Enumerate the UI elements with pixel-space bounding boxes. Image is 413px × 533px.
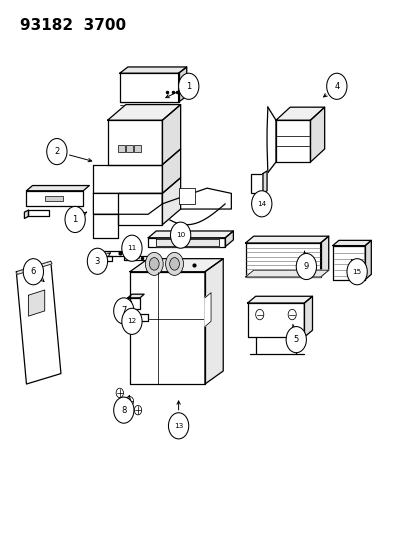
- Circle shape: [255, 309, 263, 320]
- Text: 13: 13: [173, 423, 183, 429]
- Polygon shape: [320, 236, 328, 277]
- Circle shape: [121, 308, 142, 334]
- Polygon shape: [93, 214, 117, 238]
- Circle shape: [114, 298, 134, 324]
- Bar: [178, 188, 195, 204]
- Polygon shape: [123, 256, 150, 260]
- Polygon shape: [162, 104, 180, 165]
- Polygon shape: [119, 73, 178, 102]
- Polygon shape: [126, 313, 130, 324]
- Polygon shape: [245, 270, 328, 277]
- Text: 6: 6: [31, 267, 36, 276]
- Polygon shape: [245, 243, 320, 277]
- Polygon shape: [247, 296, 312, 303]
- Polygon shape: [162, 188, 231, 209]
- Text: 11: 11: [127, 245, 136, 251]
- Bar: [117, 146, 125, 151]
- Polygon shape: [16, 261, 52, 274]
- Circle shape: [134, 406, 141, 415]
- Polygon shape: [262, 171, 266, 193]
- Circle shape: [23, 259, 43, 285]
- Text: 4: 4: [333, 82, 339, 91]
- Polygon shape: [28, 210, 49, 216]
- Polygon shape: [130, 259, 223, 272]
- Text: 1: 1: [72, 215, 78, 224]
- Text: 10: 10: [176, 232, 185, 238]
- Polygon shape: [204, 259, 223, 384]
- Text: 8: 8: [121, 406, 126, 415]
- Circle shape: [178, 73, 198, 99]
- Circle shape: [346, 259, 366, 285]
- Circle shape: [114, 397, 134, 423]
- Polygon shape: [247, 303, 304, 337]
- Polygon shape: [178, 67, 186, 102]
- Bar: [134, 146, 141, 151]
- Polygon shape: [204, 293, 211, 327]
- Polygon shape: [156, 239, 218, 246]
- Polygon shape: [103, 251, 128, 256]
- Polygon shape: [162, 177, 180, 225]
- Circle shape: [251, 191, 271, 217]
- Circle shape: [126, 397, 133, 406]
- Text: 1: 1: [186, 82, 191, 91]
- Polygon shape: [107, 120, 162, 165]
- Polygon shape: [148, 231, 233, 238]
- Polygon shape: [119, 67, 186, 73]
- Circle shape: [145, 253, 163, 276]
- Polygon shape: [16, 261, 61, 384]
- Polygon shape: [130, 313, 148, 321]
- Circle shape: [168, 413, 188, 439]
- Polygon shape: [107, 104, 180, 120]
- Polygon shape: [130, 272, 204, 384]
- Polygon shape: [267, 107, 275, 173]
- Polygon shape: [93, 165, 162, 193]
- Polygon shape: [26, 185, 89, 191]
- Bar: [250, 174, 262, 193]
- Polygon shape: [24, 210, 28, 219]
- Circle shape: [169, 257, 179, 270]
- Polygon shape: [332, 246, 364, 280]
- Text: 9: 9: [303, 262, 308, 271]
- Polygon shape: [304, 296, 312, 337]
- Circle shape: [121, 235, 142, 261]
- Circle shape: [170, 222, 190, 248]
- Polygon shape: [245, 236, 328, 243]
- Polygon shape: [103, 256, 112, 261]
- Polygon shape: [162, 149, 180, 193]
- Text: 93182  3700: 93182 3700: [20, 19, 126, 34]
- Polygon shape: [93, 193, 162, 214]
- Polygon shape: [275, 107, 324, 120]
- Bar: [45, 196, 63, 201]
- Circle shape: [65, 206, 85, 232]
- Polygon shape: [28, 290, 45, 316]
- Text: 3: 3: [95, 257, 100, 266]
- Polygon shape: [128, 298, 140, 309]
- Polygon shape: [310, 107, 324, 162]
- Text: 12: 12: [127, 318, 136, 325]
- Bar: [126, 146, 133, 151]
- Polygon shape: [364, 240, 370, 280]
- Polygon shape: [148, 238, 225, 247]
- Polygon shape: [275, 120, 310, 162]
- Polygon shape: [332, 240, 370, 246]
- Circle shape: [296, 254, 316, 280]
- Circle shape: [149, 257, 159, 270]
- Text: 15: 15: [351, 269, 361, 274]
- Circle shape: [116, 388, 123, 398]
- Circle shape: [285, 327, 306, 353]
- Polygon shape: [26, 191, 83, 206]
- Circle shape: [165, 253, 183, 276]
- Polygon shape: [225, 231, 233, 247]
- Polygon shape: [117, 193, 162, 225]
- Text: 14: 14: [256, 201, 266, 207]
- Text: 7: 7: [121, 306, 126, 316]
- Text: 5: 5: [293, 335, 298, 344]
- Circle shape: [326, 73, 346, 99]
- Circle shape: [47, 139, 67, 165]
- Circle shape: [287, 309, 296, 320]
- Polygon shape: [128, 294, 144, 298]
- Circle shape: [87, 248, 107, 274]
- Text: 2: 2: [54, 147, 59, 156]
